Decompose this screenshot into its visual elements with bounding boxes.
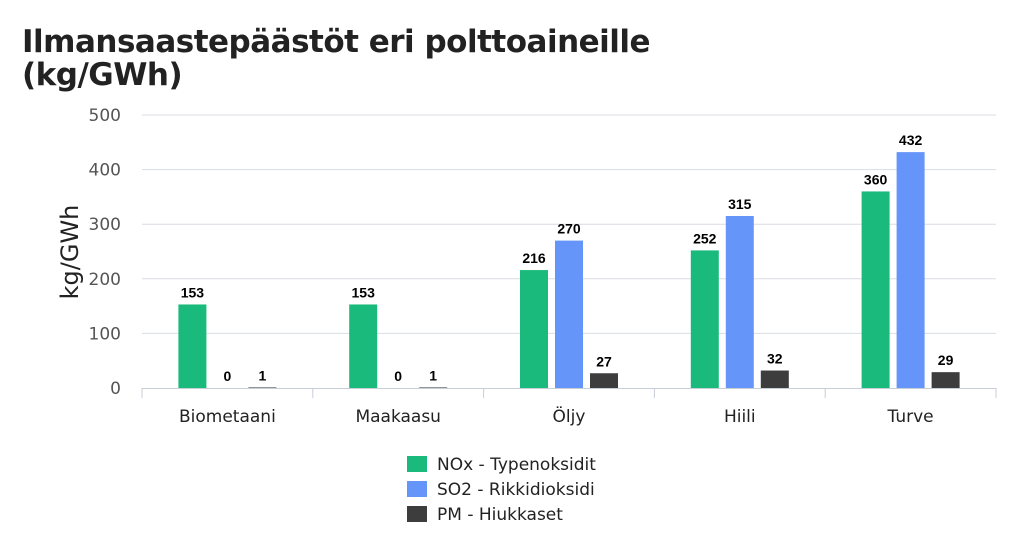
bar <box>349 304 378 388</box>
bar <box>419 387 448 388</box>
chart-title-line1: Ilmansaastepäästöt eri polttoaineille <box>22 24 651 60</box>
data-label: 216 <box>522 250 546 266</box>
data-label: 153 <box>352 284 376 300</box>
legend: NOx - Typenoksidit SO2 - Rikkidioksidi PM … <box>407 455 596 525</box>
data-label: 0 <box>394 368 402 384</box>
x-tick-label: Hiili <box>724 407 756 427</box>
chart-title-line2: (kg/GWh) <box>22 57 183 93</box>
bar <box>760 370 789 388</box>
bar <box>590 373 618 388</box>
bar <box>520 270 548 388</box>
y-axis-ticks: 0 100 200 300 400 500 <box>89 106 121 399</box>
chart-title: Ilmansaastepäästöt eri polttoaineille (k… <box>22 24 651 93</box>
legend-swatch <box>407 481 427 497</box>
bar <box>555 240 583 388</box>
data-label: 270 <box>557 221 581 237</box>
y-tick-label: 100 <box>89 324 121 344</box>
bar <box>861 191 890 388</box>
data-labels: 153 0 1 153 0 1 216 270 27 252 315 32 360 432 29 <box>181 132 954 384</box>
x-tick-label: Turve <box>887 407 934 427</box>
y-tick-label: 400 <box>89 161 121 181</box>
data-label: 29 <box>938 352 954 368</box>
y-axis-label: kg/GWh <box>56 205 84 300</box>
y-tick-label: 200 <box>89 270 121 290</box>
data-label: 27 <box>596 353 612 369</box>
bar <box>690 250 719 388</box>
bars <box>178 152 960 388</box>
data-label: 432 <box>899 132 923 148</box>
data-label: 252 <box>693 230 717 246</box>
data-label: 0 <box>224 368 232 384</box>
data-label: 32 <box>767 351 783 367</box>
legend-label: NOx - Typenoksidit <box>437 455 596 475</box>
y-tick-label: 500 <box>89 106 121 126</box>
bar <box>248 387 277 388</box>
y-tick-label: 300 <box>89 215 121 235</box>
x-tick-label: Biometaani <box>179 407 276 427</box>
data-label: 360 <box>864 171 888 187</box>
legend-label: PM - Hiukkaset <box>437 505 563 525</box>
x-tick-label: Öljy <box>553 405 586 427</box>
legend-swatch <box>407 456 427 472</box>
data-label: 1 <box>429 367 437 383</box>
data-label: 153 <box>181 284 205 300</box>
bar <box>931 372 960 388</box>
x-axis: Biometaani Maakaasu Öljy Hiili Turve <box>141 388 997 427</box>
data-label: 1 <box>259 367 267 383</box>
legend-label: SO2 - Rikkidioksidi <box>437 480 595 500</box>
bar <box>178 304 207 388</box>
data-label: 315 <box>728 196 752 212</box>
y-tick-label: 0 <box>110 379 121 399</box>
legend-swatch <box>407 506 427 522</box>
bar <box>725 216 754 388</box>
bar <box>896 152 925 388</box>
x-tick-label: Maakaasu <box>355 407 441 427</box>
